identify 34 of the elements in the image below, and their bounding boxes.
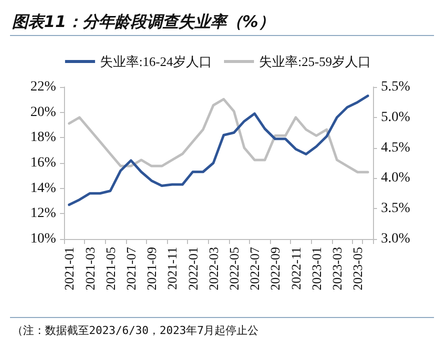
chart-title: 图表11：分年龄段调查失业率（%） (12, 12, 274, 33)
x-tick-label: 2022-05 (226, 247, 242, 290)
y2-tick-label: 3.5% (381, 201, 410, 216)
x-tick-label: 2021-05 (102, 247, 118, 290)
line-series (68, 98, 370, 174)
y2-tick-label: 3.0% (381, 232, 410, 246)
x-tick-label: 2023-05 (350, 247, 366, 290)
x-tick-label: 2021-03 (82, 247, 98, 290)
y-tick-label: 18% (30, 130, 56, 146)
y-tick-label: 20% (30, 104, 56, 120)
x-tick-label: 2022-01 (185, 247, 200, 290)
x-tick-label: 2021-01 (62, 247, 77, 290)
legend-label: 失业率:16-24岁人口 (100, 54, 212, 69)
x-tick-label: 2022-09 (268, 247, 283, 290)
y-tick-label: 10% (30, 232, 56, 246)
legend-label: 失业率:25-59岁人口 (259, 54, 371, 69)
y2-tick-label: 4.0% (381, 170, 410, 186)
x-tick-label: 2022-03 (206, 247, 221, 290)
y-tick-label: 22% (30, 80, 56, 94)
y-tick-label: 14% (30, 180, 56, 196)
text: （注：数据截至2023/6/30，2023年7月起停止公 (12, 323, 259, 338)
x-tick-label: 2021-09 (144, 247, 160, 290)
x-tick-label: 2021-11 (164, 247, 180, 290)
x-tick-label: 2022-07 (247, 246, 262, 290)
x-tick-label: 2023-01 (308, 247, 324, 290)
y2-tick-label: 4.5% (381, 140, 410, 156)
y-tick-label: 12% (30, 206, 56, 222)
x-tick-label: 2021-07 (123, 246, 138, 290)
y2-tick-label: 5.5% (381, 80, 410, 94)
y-tick-label: 16% (30, 156, 56, 170)
x-tick-label: 2023-03 (329, 247, 344, 290)
x-tick-label: 2022-11 (288, 247, 304, 290)
line-series (68, 94, 370, 206)
y2-tick-label: 5.0% (381, 110, 410, 125)
